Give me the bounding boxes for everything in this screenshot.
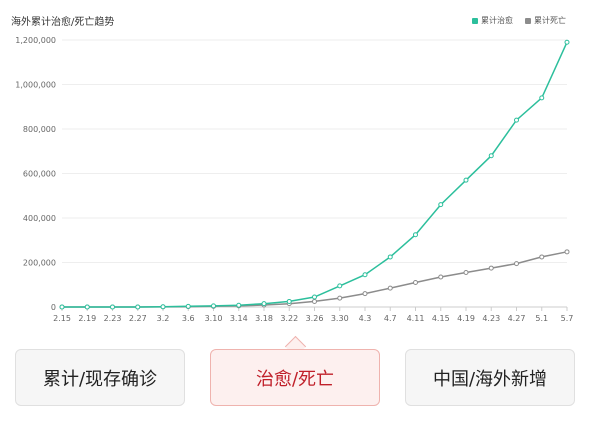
data-point-cured bbox=[110, 304, 115, 310]
data-point-cured bbox=[84, 304, 90, 310]
x-tick-label: 4.23 bbox=[482, 314, 500, 323]
x-tick-label: 4.19 bbox=[457, 314, 475, 323]
data-point-cured bbox=[312, 294, 317, 300]
data-point-cured bbox=[514, 117, 519, 123]
legend-item-cured[interactable]: 累计治愈 bbox=[472, 15, 513, 26]
data-point-cured bbox=[362, 272, 368, 278]
data-point-deaths bbox=[362, 291, 368, 297]
data-point-cured bbox=[286, 298, 292, 304]
y-tick-label: 800,000 bbox=[23, 125, 56, 134]
y-tick-label: 1,000,000 bbox=[15, 81, 56, 90]
x-tick-label: 2.15 bbox=[53, 314, 71, 323]
y-tick-label: 0 bbox=[51, 303, 56, 312]
legend-item-deaths[interactable]: 累计死亡 bbox=[525, 15, 566, 26]
data-point-deaths bbox=[387, 285, 393, 291]
data-point-deaths bbox=[514, 261, 519, 267]
data-point-cured bbox=[160, 304, 166, 310]
legend-label-cured: 累计治愈 bbox=[481, 16, 513, 25]
data-point-cured bbox=[564, 39, 570, 45]
tab-cured-deaths[interactable]: 治愈/死亡 bbox=[210, 349, 380, 406]
x-tick-label: 2.27 bbox=[129, 314, 147, 323]
y-tick-label: 1,200,000 bbox=[15, 36, 56, 45]
x-tick-label: 4.15 bbox=[432, 314, 450, 323]
legend-swatch-cured bbox=[472, 17, 478, 24]
line-chart: 0 200,000 400,000 600,000 800,000 1,000,000 1,… bbox=[15, 36, 574, 323]
x-tick-label: 5.1 bbox=[535, 314, 548, 323]
x-tick-label: 4.27 bbox=[508, 314, 526, 323]
data-point-cured bbox=[539, 95, 545, 101]
y-tick-label: 600,000 bbox=[23, 170, 56, 179]
x-tick-label: 2.23 bbox=[104, 314, 122, 323]
data-point-cured bbox=[463, 177, 469, 183]
data-point-cured bbox=[488, 153, 494, 159]
x-tick-label: 4.7 bbox=[384, 314, 397, 323]
x-tick-label: 3.22 bbox=[280, 314, 298, 323]
data-point-deaths bbox=[337, 295, 343, 301]
x-tick-label: 4.3 bbox=[359, 314, 372, 323]
data-point-deaths bbox=[312, 298, 317, 304]
data-point-cured bbox=[387, 254, 393, 260]
x-tick-label: 4.11 bbox=[407, 314, 425, 323]
x-tick-label: 5.7 bbox=[561, 314, 574, 323]
chart-title: 海外累计治愈/死亡趋势 bbox=[11, 17, 115, 28]
x-tick-label: 3.14 bbox=[230, 314, 248, 323]
x-tick-label: 3.10 bbox=[205, 314, 223, 323]
y-tick-label: 400,000 bbox=[23, 214, 56, 223]
data-point-deaths bbox=[564, 249, 570, 255]
data-point-deaths bbox=[438, 274, 444, 280]
tab-cumulative-current-confirmed[interactable]: 累计/现存确诊 bbox=[15, 349, 185, 406]
data-point-cured bbox=[337, 283, 343, 289]
x-tick-label: 3.30 bbox=[331, 314, 349, 323]
data-point-cured bbox=[261, 301, 267, 307]
x-tick-label: 2.19 bbox=[78, 314, 96, 323]
data-point-cured bbox=[211, 303, 216, 309]
x-tick-label: 3.6 bbox=[182, 314, 195, 323]
data-point-cured bbox=[135, 304, 141, 310]
y-tick-label: 200,000 bbox=[23, 259, 56, 268]
x-tick-label: 3.2 bbox=[157, 314, 170, 323]
x-tick-label: 3.18 bbox=[255, 314, 273, 323]
data-point-deaths bbox=[413, 280, 418, 286]
data-point-cured bbox=[59, 304, 65, 310]
data-point-cured bbox=[438, 202, 444, 208]
data-point-deaths bbox=[463, 270, 469, 276]
data-point-deaths bbox=[539, 254, 545, 260]
data-point-cured bbox=[413, 232, 418, 238]
data-point-cured bbox=[185, 303, 191, 309]
tab-china-overseas-new[interactable]: 中国/海外新增 bbox=[405, 349, 575, 406]
legend-label-deaths: 累计死亡 bbox=[534, 16, 566, 25]
data-point-deaths bbox=[488, 265, 494, 271]
legend-swatch-deaths bbox=[525, 17, 531, 24]
data-point-cured bbox=[236, 302, 242, 308]
x-tick-label: 3.26 bbox=[306, 314, 324, 323]
